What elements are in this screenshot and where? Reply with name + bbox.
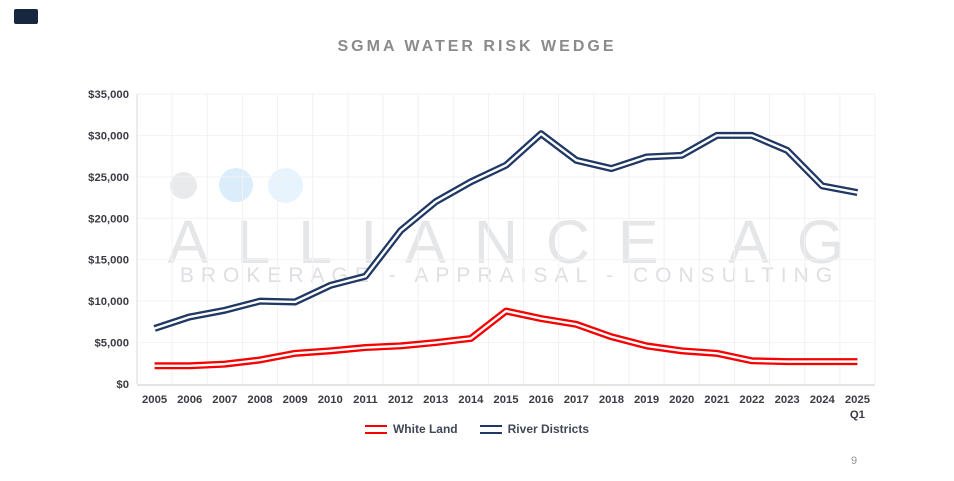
x-tick-label: 2008 xyxy=(247,394,272,406)
y-tick-label: $5,000 xyxy=(94,338,129,350)
x-tick-label: 2015 xyxy=(493,394,518,406)
watermark-dot-blue xyxy=(219,168,253,202)
river-districts-line-marker xyxy=(479,424,502,434)
x-tick-label: 2018 xyxy=(599,394,624,406)
x-tick-label: 2013 xyxy=(423,394,448,406)
x-tick-label: 2007 xyxy=(212,394,237,406)
x-tick-label: 2022 xyxy=(739,394,764,406)
y-tick-label: $25,000 xyxy=(88,172,129,184)
chart-title: SGMA WATER RISK WEDGE xyxy=(337,38,617,55)
x-tick-label: 2020 xyxy=(669,394,694,406)
legend-label-river-districts: River Districts xyxy=(507,422,590,436)
series-line-core-white-land xyxy=(154,309,858,367)
y-tick-label: $10,000 xyxy=(88,296,129,308)
x-tick-label: 2016 xyxy=(529,394,554,406)
series-line-river-districts xyxy=(153,130,859,332)
legend-label-white-land: White Land xyxy=(392,422,458,436)
series-line-core-river-districts xyxy=(154,132,858,330)
x-tick-label: 2011 xyxy=(353,394,378,406)
legend-item-river-districts: River Districts xyxy=(479,422,590,436)
y-tick-label: $20,000 xyxy=(88,213,129,225)
x-tick-label: 2019 xyxy=(634,394,659,406)
y-tick-label: $30,000 xyxy=(88,130,129,142)
x-tick-label: 2021 xyxy=(704,394,729,406)
y-tick-label: $0 xyxy=(116,379,129,391)
x-tick-label: 2009 xyxy=(283,394,308,406)
x-tick-label: 2025 xyxy=(845,394,870,406)
white-land-line-marker xyxy=(364,424,387,434)
series-line-white-land xyxy=(154,307,858,370)
x-tick-label: 2005 xyxy=(142,394,167,406)
x-tick-label: 2024 xyxy=(810,394,836,406)
x-tick-label: 2017 xyxy=(564,394,589,406)
x-tick-sublabel: Q1 xyxy=(850,409,865,421)
y-tick-label: $35,000 xyxy=(88,89,129,101)
x-tick-label: 2012 xyxy=(388,394,413,406)
x-tick-label: 2010 xyxy=(318,394,343,406)
legend-item-white-land: White Land xyxy=(364,422,458,436)
watermark-company-name: ALLIANCE AG xyxy=(167,208,873,276)
watermark-dot-lightblue xyxy=(268,168,303,203)
page-number: 9 xyxy=(851,455,858,467)
x-tick-label: 2006 xyxy=(177,394,202,406)
x-tick-label: 2023 xyxy=(775,394,800,406)
chart-legend: White Land River Districts xyxy=(0,422,954,436)
y-tick-label: $15,000 xyxy=(88,255,129,267)
slide-accent-mark xyxy=(14,9,38,24)
x-tick-label: 2014 xyxy=(458,394,484,406)
